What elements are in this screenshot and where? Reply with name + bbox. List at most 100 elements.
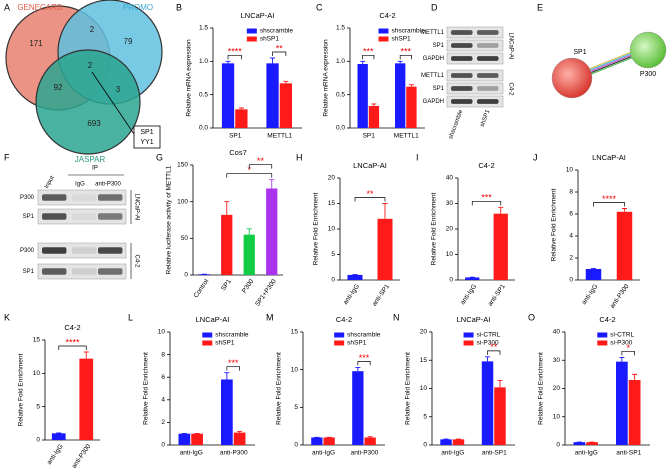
legend-swatch [378,36,389,42]
blot-row-label: GAPDH [423,99,444,105]
panel-label: J [533,152,538,162]
significance-bracket [471,200,502,206]
y-tick-label: 4 [161,397,165,404]
bar [279,83,293,128]
lane-label: Input [44,175,56,190]
significance-label: * [626,343,630,353]
x-tick-label: anti-IgG [581,283,600,306]
blot-background [446,26,504,39]
y-tick-label: 4 [569,233,573,240]
blot-background [446,39,504,52]
cell-line-label: LNCaP-AI [133,193,139,220]
y-tick-label: 10 [566,167,574,174]
venn-count: 3 [116,85,121,94]
error-bar [408,84,414,87]
y-tick-label: 10 [446,251,454,258]
blot-band [451,86,473,91]
error-bar [485,356,491,362]
blot-band [477,86,499,91]
y-tick-label: 50 [181,235,189,242]
chart-title: C4-2 [478,161,494,170]
error-bar [371,103,377,106]
error-bar [382,203,388,219]
y-tick-label: 5 [423,413,427,420]
panel-label: E [537,2,543,12]
error-bar [83,351,89,359]
blot-band [72,213,97,220]
venn-set-label: JASPAR [75,155,106,164]
y-tick-label: 6 [161,374,165,381]
chart-title: C4-2 [379,11,395,20]
x-tick-label: SP1 [229,133,242,140]
y-tick-label: 150 [177,162,188,169]
y-tick-label: 20 [328,175,336,182]
bar [494,387,506,445]
legend-swatch [202,340,213,346]
error-bar [352,273,358,275]
bar [452,439,465,445]
blot-background [37,242,127,259]
bar [586,442,598,445]
significance-bracket [354,197,386,202]
error-bar [246,228,252,235]
blot-band [72,247,97,254]
y-axis-label: Relative Fold Enrichment [18,354,25,427]
error-bar [355,366,361,372]
y-tick-label: 2 [161,419,165,426]
error-bar [619,356,625,362]
blot-row-label: P300 [20,195,35,201]
panel-label: A [4,2,10,12]
x-tick-label: anti-IgG [459,283,478,306]
x-tick-label: METTL1 [394,133,419,140]
error-bar [283,80,289,84]
y-tick-label: 40 [446,175,454,182]
y-axis-label: Relative mRNA expression [323,39,330,117]
bar [79,358,94,440]
y-tick-label: 30 [553,357,561,364]
y-tick-label: 0 [449,277,453,284]
blot-background [446,52,504,65]
chart-title: C4-2 [336,315,352,324]
x-tick-label: anti-IgG [46,443,65,466]
y-axis-label: Relative luciferase activity of METTL1 [166,165,173,274]
bar [628,380,641,445]
y-tick-label: 10 [291,366,299,373]
venn-count: 79 [124,37,133,46]
network-node-label: P300 [640,71,656,78]
y-tick-label: 15 [33,337,41,344]
y-tick-label: 10 [158,329,166,336]
bar [616,211,633,280]
bar [323,437,335,445]
y-tick-label: 15 [328,200,336,207]
y-tick-label: 0 [331,277,335,284]
blot-band [477,30,499,35]
x-tick-label: anti-SP1 [371,283,391,308]
x-tick-label: Control [193,278,211,300]
bar [266,63,279,129]
y-tick-label: 6 [569,211,573,218]
venn-count: 2 [88,61,93,70]
error-bar [497,380,503,388]
panel-label: D [431,2,438,12]
x-tick-label: anti-P300 [351,450,379,457]
y-tick-label: 2 [569,255,573,262]
significance-label: *** [401,47,412,57]
panel-label: K [4,312,10,322]
y-tick-label: 15 [291,329,299,336]
x-tick-label: anti-P300 [220,450,248,457]
blot-row-label: SP1 [433,43,445,49]
error-bar [237,430,243,433]
x-tick-label: P300 [241,278,256,295]
significance-label: ** [490,342,498,352]
x-tick-label: anti-P300 [609,283,631,310]
legend-swatch [334,340,345,346]
lane-label: anti-P300 [95,182,121,188]
legend-swatch [597,332,608,338]
panel-label: H [296,152,303,162]
cell-line-label: C4-2 [133,254,139,268]
blot-band [451,73,473,78]
y-tick-label: 0 [36,437,40,444]
significance-label: **** [65,337,80,347]
y-axis-label: Relative Fold Enrichment [551,189,558,262]
error-bar [397,60,403,64]
